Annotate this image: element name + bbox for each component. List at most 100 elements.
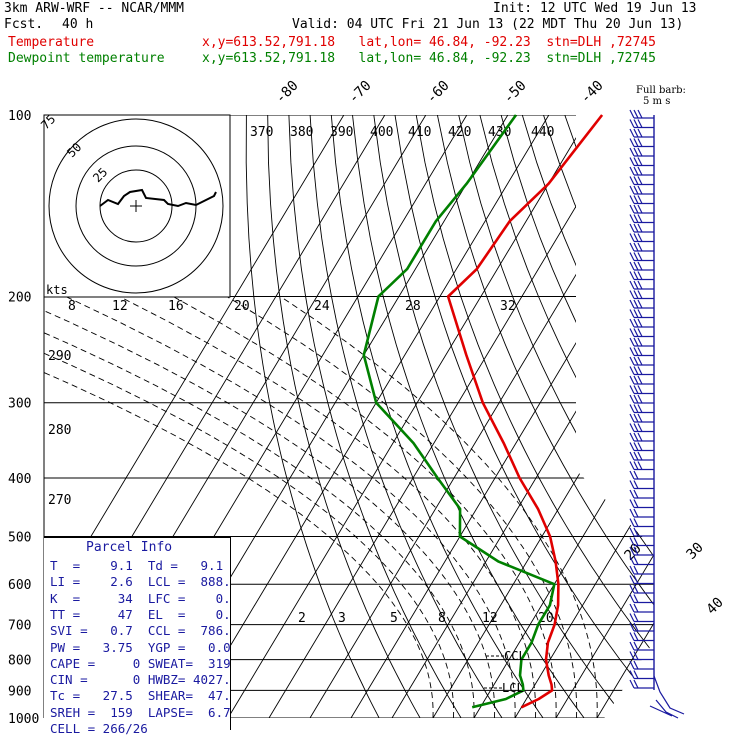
- wind-barb: [629, 299, 654, 309]
- wind-barb: [629, 261, 654, 271]
- wind-barb: [629, 432, 654, 442]
- wind-barb: [629, 109, 654, 119]
- isobar-label: 1000: [8, 712, 39, 727]
- wind-barb: [629, 195, 654, 205]
- wind-barb: [629, 223, 654, 233]
- wind-barb: [629, 204, 654, 214]
- moist-adiabat: [44, 310, 496, 718]
- wind-barb: [629, 185, 654, 195]
- wind-barb: [629, 166, 654, 176]
- wind-barb: [629, 337, 654, 347]
- wind-barb: [629, 622, 654, 632]
- wind-barb: [629, 499, 654, 509]
- theta-label: 420: [448, 125, 471, 140]
- wind-barb: [629, 119, 654, 129]
- mixing-ratio-label: 20: [538, 611, 554, 626]
- isobar-label: 900: [8, 684, 31, 699]
- isotherm-label: 30: [684, 540, 707, 563]
- isotherm-line: [679, 115, 740, 718]
- barb-legend-1: Full barb:: [636, 85, 686, 96]
- isotherm-line: [555, 553, 654, 718]
- ccl-label: CCL: [504, 649, 526, 663]
- parcel-row: T = 9.1 Td = 9.1: [50, 558, 224, 573]
- dry-adiabat: [671, 115, 740, 718]
- theta-left-label: 280: [48, 423, 71, 438]
- isobar-label: 500: [8, 530, 31, 545]
- wind-barb: [629, 252, 654, 262]
- dry-adiabat: [649, 115, 654, 126]
- wind-barb: [629, 632, 654, 642]
- dry-adiabat: [330, 115, 544, 718]
- barb-legend-2: 5 m s: [643, 96, 671, 107]
- isotherm-label: -50: [501, 78, 530, 107]
- hodograph-unit: kts: [46, 283, 68, 297]
- wind-barb: [629, 480, 654, 490]
- isobar-label: 300: [8, 397, 31, 412]
- isobar-label: 600: [8, 578, 31, 593]
- wind-barb: [629, 613, 654, 623]
- wind-barb: [629, 318, 654, 328]
- mixing-ratio-label: 8: [438, 611, 446, 626]
- wind-barb: [629, 413, 654, 423]
- mixing-ratio-label: 24: [314, 299, 330, 314]
- parcel-row: K = 34 LFC = 0.: [50, 590, 231, 606]
- wind-barb: [629, 442, 654, 452]
- mixing-ratio-label: 8: [68, 299, 76, 314]
- wind-barb: [629, 356, 654, 366]
- wind-barb: [629, 470, 654, 480]
- theta-label: 400: [370, 125, 393, 140]
- wind-barb: [629, 375, 654, 385]
- theta-label: 380: [290, 125, 313, 140]
- isotherm-label: 40: [704, 595, 727, 618]
- wind-barb: [629, 670, 654, 680]
- wind-barb: [629, 546, 654, 556]
- dry-adiabat: [436, 115, 654, 606]
- dry-adiabat: [415, 115, 654, 655]
- wind-barb: [629, 565, 654, 575]
- parcel-row: TT = 47 EL = 0.: [50, 606, 231, 622]
- parcel-row: Tc = 27.5 SHEAR= 47.: [50, 688, 231, 704]
- wind-barb: [629, 527, 654, 537]
- isotherm-label: -60: [424, 78, 453, 107]
- parcel-row: SREH = 159 LAPSE= 6.7: [50, 704, 231, 720]
- wind-barb: [629, 233, 654, 243]
- wind-barb: [629, 280, 654, 290]
- dry-adiabat: [267, 115, 421, 718]
- isotherm-label: -70: [346, 78, 375, 107]
- wind-barb: [629, 594, 654, 604]
- wind-barb: [629, 138, 654, 148]
- wind-barb: [629, 518, 654, 528]
- dry-adiabat: [373, 115, 626, 718]
- isotherm-line: [44, 115, 345, 616]
- dewpoint-legend: Dewpoint temperature: [8, 51, 165, 66]
- wind-barb: [629, 404, 654, 414]
- theta-label: 440: [531, 125, 554, 140]
- moist-adiabat: [226, 296, 578, 718]
- isotherm-line: [391, 280, 654, 718]
- mixing-ratio-label: 5: [390, 611, 398, 626]
- isotherm-label: -40: [578, 78, 607, 107]
- wind-barb: [629, 394, 654, 404]
- moist-adiabat: [44, 332, 475, 718]
- mixing-ratio-label: 32: [500, 299, 516, 314]
- parcel-info-panel: Parcel Info T = 9.1 Td = 9.1 LI = 2.6 LCL…: [44, 537, 231, 736]
- moist-adiabat: [44, 372, 434, 718]
- isobar-label: 100: [8, 109, 31, 124]
- wind-barb-low: [649, 675, 685, 719]
- hodograph-ring: [48, 118, 224, 294]
- mixing-ratio-label: 28: [405, 299, 421, 314]
- parcel-row: CELL = 266/26: [50, 721, 148, 736]
- wind-barb: [629, 385, 654, 395]
- dry-adiabat: [458, 115, 654, 558]
- wind-barb: [629, 489, 654, 499]
- hodograph-trace: [99, 188, 217, 208]
- theta-left-label: 270: [48, 493, 71, 508]
- dry-adiabat: [692, 115, 740, 718]
- wind-barb: [629, 176, 654, 186]
- theta-left-label: 290: [48, 349, 71, 364]
- dry-adiabat: [245, 115, 380, 718]
- wind-barb: [629, 157, 654, 167]
- wind-barb: [629, 347, 654, 357]
- init-time: Init: 12 UTC Wed 19 Jun 13: [493, 1, 697, 16]
- isotherm-line: [186, 115, 550, 718]
